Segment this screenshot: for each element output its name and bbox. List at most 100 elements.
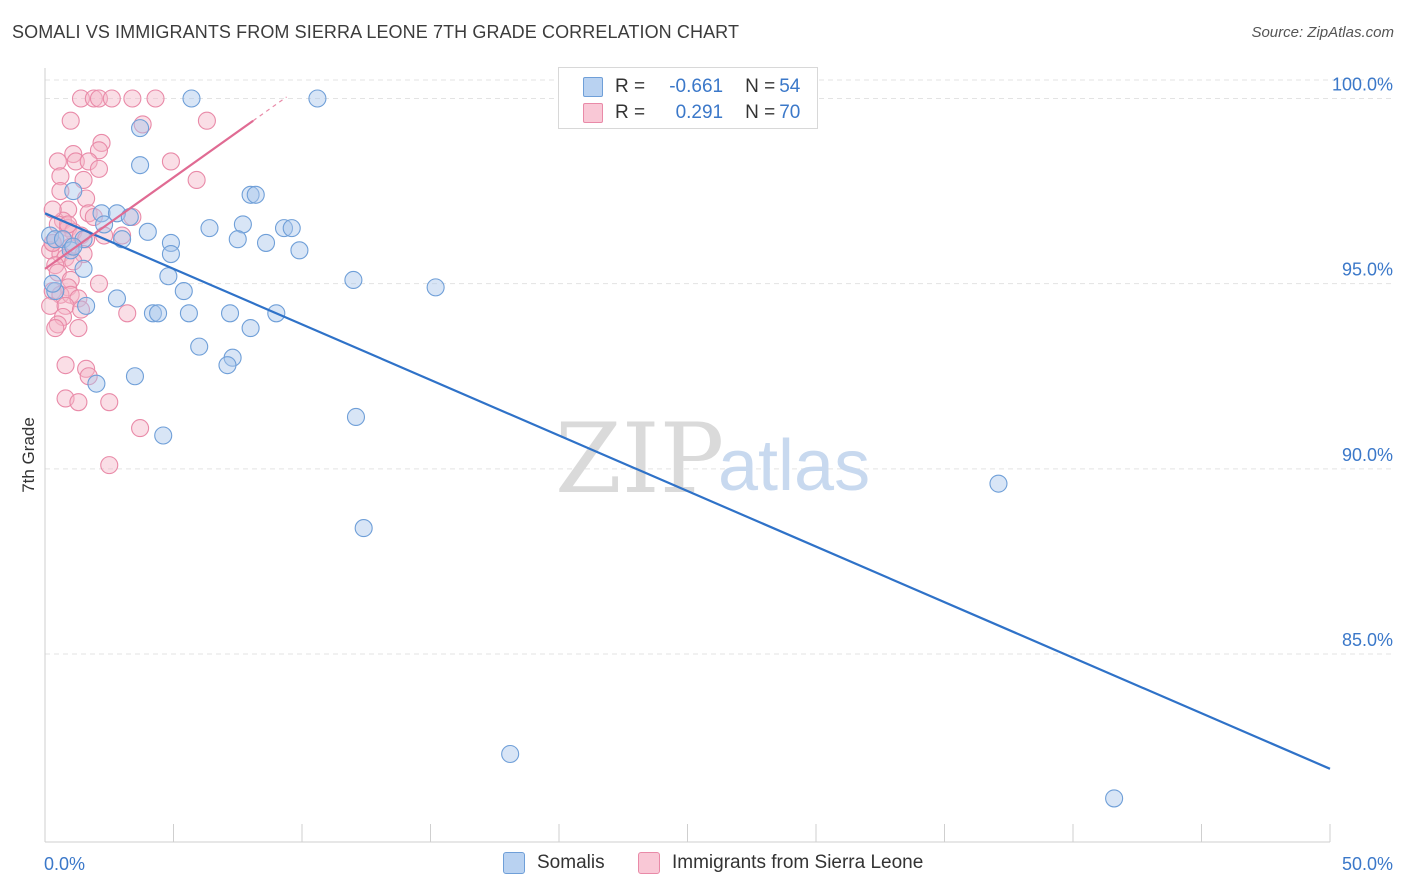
data-point [131,156,150,175]
grid-lines [45,79,1393,655]
data-point [69,319,88,338]
data-point [51,167,70,186]
data-point [241,185,260,204]
sierra-leone-swatch [638,852,660,874]
data-point [89,89,109,108]
data-point [131,119,150,138]
data-point [501,744,520,764]
data-point [77,296,96,315]
data-point [120,207,139,227]
legend-n-value: 54 [779,76,801,97]
data-point [89,141,109,160]
y-tick-label: 85.0% [1342,630,1393,650]
data-point [187,170,206,190]
data-point [77,359,96,378]
data-point [64,145,83,164]
data-point [197,111,216,130]
data-point [118,304,137,323]
legend-n-label: N = [745,102,776,123]
data-point [143,304,162,323]
data-point [56,296,75,315]
data-point [220,304,240,323]
data-point [100,456,119,475]
data-point [190,337,209,356]
correlation-legend: R = -0.661 N = 54 R = 0.291 N = 70 [558,67,818,129]
data-point [146,89,165,108]
data-point [64,252,83,271]
sierra-leone-label: Immigrants from Sierra Leone [672,852,924,873]
data-point [123,89,142,108]
x-tick-label-min: 0.0% [44,854,85,874]
data-point [182,89,201,108]
data-point [149,304,168,323]
data-point [179,304,198,323]
data-point [426,278,445,297]
y-tick-labels: 85.0% 90.0% 95.0% 100.0% [1332,75,1393,651]
data-point [161,244,180,264]
data-point [46,282,65,301]
y-axis-title: 7th Grade [19,417,38,493]
data-point [61,111,80,130]
data-point [246,185,265,204]
y-tick-label: 95.0% [1342,260,1393,280]
legend-n-value: 70 [779,102,801,123]
sierra-leone-trend-line [44,119,254,270]
data-point [84,89,103,108]
data-point [79,367,98,386]
data-point [138,222,157,241]
watermark-zip: ZIP [555,403,724,515]
x-tick-label-max: 50.0% [1342,854,1393,874]
chart-title: SOMALI VS IMMIGRANTS FROM SIERRA LEONE 7… [12,22,740,42]
data-point [89,274,109,293]
data-point [344,270,363,290]
data-point [354,519,373,538]
legend-item-sierra-leone[interactable]: Immigrants from Sierra Leone [638,852,923,874]
data-point [161,152,180,171]
somalis-trend-line [44,212,1331,770]
data-point [56,356,75,375]
data-point [64,182,83,201]
source-label: Source: ZipAtlas.com [1251,24,1394,41]
data-point [1105,789,1124,808]
data-point [100,393,119,412]
somalis-label: Somalis [537,852,605,873]
watermark: ZIP atlas [555,403,870,515]
data-point [274,219,294,238]
somali-points [41,89,1124,808]
legend-row-sierra-leone: R = 0.291 N = 70 [583,100,800,126]
legend-swatch-blue [583,77,603,97]
data-point [92,133,111,152]
data-point [102,89,121,108]
legend-r-value: -0.661 [669,76,724,97]
axes [44,68,1331,843]
series-legend: Somalis Immigrants from Sierra Leone [0,852,1406,878]
legend-swatch-pink [583,103,603,123]
data-point [92,204,111,223]
data-point [200,219,219,238]
legend-r-label: R = [615,102,646,123]
data-point [989,474,1008,493]
data-point [69,393,88,412]
data-point [61,270,80,290]
data-point [131,419,150,438]
data-point [154,426,173,445]
data-point [59,200,78,219]
watermark-atlas: atlas [718,426,870,506]
data-point [43,274,62,293]
data-point [66,152,85,171]
legend-r-label: R = [615,76,646,97]
sierra-leone-points [41,89,216,475]
data-point [107,289,127,308]
data-point [87,374,106,393]
data-point [89,159,109,178]
data-point [174,282,193,301]
legend-row-somalis: R = -0.661 N = 54 [583,74,800,100]
data-point [218,356,237,375]
trend-lines [44,96,1331,770]
data-point [308,89,327,108]
data-point [290,241,309,260]
legend-item-somalis[interactable]: Somalis [503,852,605,874]
data-point [256,233,276,252]
data-point [46,256,65,275]
